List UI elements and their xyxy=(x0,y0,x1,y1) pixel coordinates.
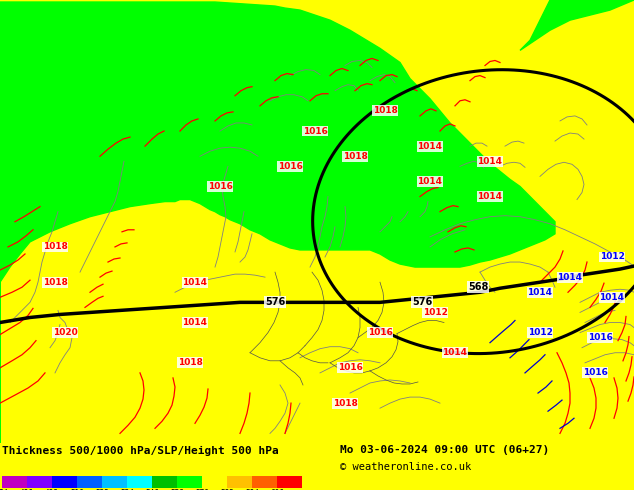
Text: 1014: 1014 xyxy=(477,157,503,166)
Text: 1018: 1018 xyxy=(342,152,368,161)
Text: 498: 498 xyxy=(45,489,59,490)
Text: 1014: 1014 xyxy=(418,142,443,150)
Bar xyxy=(152,476,177,488)
Bar xyxy=(52,476,77,488)
Bar xyxy=(177,476,202,488)
Bar xyxy=(252,476,277,488)
Text: 1014: 1014 xyxy=(183,318,207,327)
Text: 576: 576 xyxy=(265,297,285,307)
Text: 568: 568 xyxy=(468,282,488,292)
Bar xyxy=(102,476,127,488)
Text: 510: 510 xyxy=(70,489,84,490)
Bar xyxy=(202,476,227,488)
Text: 1014: 1014 xyxy=(477,192,503,201)
Text: 534: 534 xyxy=(120,489,134,490)
Text: 1014: 1014 xyxy=(557,272,583,282)
Text: 1016: 1016 xyxy=(302,126,327,136)
Text: 1012: 1012 xyxy=(527,328,552,337)
Text: Mo 03-06-2024 09:00 UTC (06+27): Mo 03-06-2024 09:00 UTC (06+27) xyxy=(340,445,549,456)
Text: 1014: 1014 xyxy=(600,293,624,302)
Text: 558: 558 xyxy=(170,489,184,490)
Bar xyxy=(77,476,102,488)
Text: 1012: 1012 xyxy=(600,252,624,262)
Text: 1016: 1016 xyxy=(278,162,302,171)
Bar xyxy=(277,476,302,488)
Bar xyxy=(227,476,252,488)
Text: 1018: 1018 xyxy=(178,358,202,368)
Text: 1018: 1018 xyxy=(333,399,358,408)
Bar xyxy=(127,476,152,488)
Text: 486: 486 xyxy=(20,489,34,490)
Text: 1018: 1018 xyxy=(42,243,67,251)
Text: 1016: 1016 xyxy=(588,333,612,342)
Text: 1012: 1012 xyxy=(423,308,448,317)
Text: 576: 576 xyxy=(412,297,432,307)
Text: © weatheronline.co.uk: © weatheronline.co.uk xyxy=(340,462,471,472)
Polygon shape xyxy=(520,0,634,50)
Text: 606: 606 xyxy=(270,489,284,490)
Polygon shape xyxy=(0,2,555,443)
Text: 1014: 1014 xyxy=(527,288,552,297)
Text: 1016: 1016 xyxy=(337,364,363,372)
Text: 582: 582 xyxy=(220,489,234,490)
Text: 594: 594 xyxy=(245,489,259,490)
Text: 1016: 1016 xyxy=(368,328,392,337)
Text: Thickness 500/1000 hPa/SLP/Height 500 hPa: Thickness 500/1000 hPa/SLP/Height 500 hP… xyxy=(2,445,279,456)
Text: 546: 546 xyxy=(145,489,159,490)
Bar xyxy=(2,476,27,488)
Text: 474: 474 xyxy=(0,489,9,490)
Text: 1014: 1014 xyxy=(443,348,467,357)
Text: 1016: 1016 xyxy=(207,182,233,191)
Text: 570: 570 xyxy=(195,489,209,490)
Text: 1014: 1014 xyxy=(183,278,207,287)
Text: 522: 522 xyxy=(95,489,109,490)
Text: 1018: 1018 xyxy=(373,106,398,115)
Bar xyxy=(27,476,52,488)
Text: 1018: 1018 xyxy=(42,278,67,287)
Text: 1020: 1020 xyxy=(53,328,77,337)
Text: 1014: 1014 xyxy=(418,177,443,186)
Text: 1016: 1016 xyxy=(583,368,607,377)
